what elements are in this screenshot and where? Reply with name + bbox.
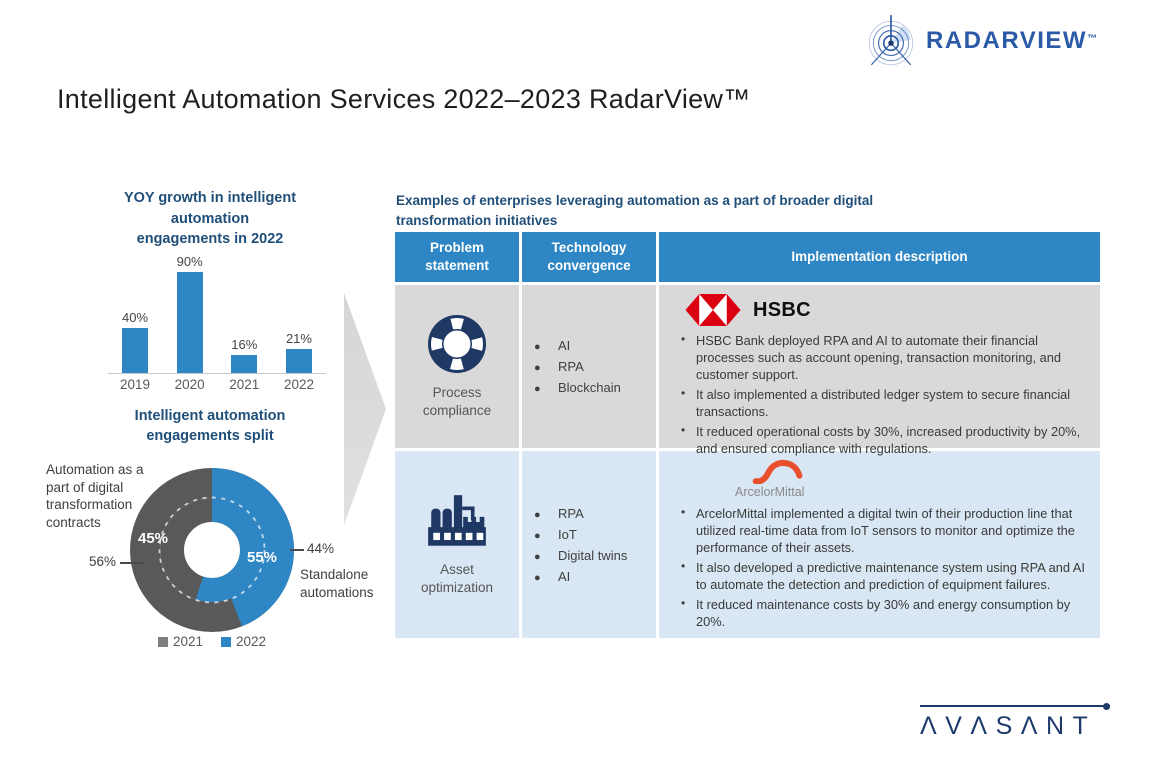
table-heading: Examples of enterprises leveraging autom… xyxy=(396,193,874,228)
bullet-text: It reduced maintenance costs by 30% and … xyxy=(679,596,1086,630)
bar-value-label: 90% xyxy=(176,254,203,270)
column-header-implementation: Implementation description xyxy=(659,232,1100,282)
radarview-tm: ™ xyxy=(1087,33,1098,45)
x-tick: 2019 xyxy=(119,377,151,392)
table-row-2-technology-cell: ● RPA ● IoT ● Digital twins ● AI xyxy=(522,451,656,638)
problem-label: Asset optimization xyxy=(420,562,494,595)
bar-value-label: 16% xyxy=(231,337,258,353)
donut-left-category-label: Automation as a part of digital transfor… xyxy=(46,462,144,530)
legend-item-2021: 2021 xyxy=(157,634,203,649)
hsbc-hexagon-icon xyxy=(685,294,741,326)
hsbc-logo: HSBC xyxy=(685,293,1086,327)
table-row-2-description-cell: ArcelorMittal ArcelorMittal implemented … xyxy=(659,451,1100,638)
leader-line-left xyxy=(120,562,143,564)
bullet-icon: ● xyxy=(534,529,541,542)
avasant-line xyxy=(920,703,1110,710)
radarview-wordmark: RADARVIEW™ xyxy=(926,27,1097,55)
table-row-2-problem-cell: Asset optimization xyxy=(395,451,519,638)
bar-chart: 40% 90% 16% 21% xyxy=(108,250,326,374)
legend-label: 2022 xyxy=(236,634,267,649)
donut-legend: 2021 2022 xyxy=(120,634,304,649)
bar xyxy=(122,328,148,373)
x-tick: 2020 xyxy=(174,377,205,392)
bar xyxy=(176,272,203,373)
donut-right-category-label: Standalone automations xyxy=(300,567,374,600)
avasant-dot-icon xyxy=(1103,703,1110,710)
x-tick: 2021 xyxy=(229,377,260,392)
implementation-bullets: HSBC Bank deployed RPA and AI to automat… xyxy=(679,332,1086,457)
tech-item: ● RPA xyxy=(532,506,656,521)
table-row-1-technology-cell: ● AI ● RPA ● Blockchain xyxy=(522,285,656,448)
tech-item: ● Blockchain xyxy=(532,380,656,395)
bar-2021: 16% xyxy=(217,337,271,373)
legend-item-2022: 2022 xyxy=(221,634,266,649)
donut-outer-left-value: 56% xyxy=(88,554,116,569)
donut-chart-title: Intelligent automation engagements split xyxy=(134,408,286,445)
tech-label: RPA xyxy=(558,505,584,521)
column-header-problem: Problem statement xyxy=(395,232,519,282)
avasant-wordmark: ΛVΛSΛNT xyxy=(920,712,1097,740)
bullet-text: HSBC Bank deployed RPA and AI to automat… xyxy=(679,332,1086,383)
bullet-icon: ● xyxy=(534,571,541,584)
tech-label: Digital twins xyxy=(558,547,628,563)
tech-item: ● Digital twins xyxy=(532,548,656,563)
arcelormittal-swoosh-icon xyxy=(752,459,803,484)
legend-swatch-2022 xyxy=(221,636,231,647)
page-title: Intelligent Automation Services 2022–202… xyxy=(57,84,751,114)
bar-chart-title: YOY growth in intelligent automation eng… xyxy=(123,190,297,248)
x-tick: 2022 xyxy=(283,377,314,392)
donut-inner-left-value: 45% xyxy=(138,530,169,547)
implementation-bullets: ArcelorMittal implemented a digital twin… xyxy=(679,505,1086,630)
problem-label: Process compliance xyxy=(422,385,492,418)
hsbc-company-name: HSBC xyxy=(753,298,811,321)
bar-chart-x-axis: 2019 2020 2021 2022 xyxy=(108,377,326,392)
examples-table: Problem statement Technology convergence… xyxy=(395,232,1100,638)
bar-2022: 21% xyxy=(272,331,326,373)
bar-2020: 90% xyxy=(163,254,217,373)
factory-icon xyxy=(428,495,486,547)
bullet-icon: ● xyxy=(534,550,541,563)
arcelormittal-logo: ArcelorMittal xyxy=(735,458,1086,499)
table-row-1-description-cell: HSBC HSBC Bank deployed RPA and AI to au… xyxy=(659,285,1100,456)
bullet-text: It also implemented a distributed ledger… xyxy=(679,386,1086,420)
bullet-icon: ● xyxy=(534,508,541,521)
tech-label: Blockchain xyxy=(558,380,621,395)
bullet-icon: ● xyxy=(534,341,541,353)
lifebuoy-icon xyxy=(428,315,486,374)
tech-label: AI xyxy=(558,338,571,353)
legend-label: 2021 xyxy=(172,634,203,649)
tech-label: RPA xyxy=(558,359,584,374)
tech-label: IoT xyxy=(558,526,577,542)
radarview-text: RADARVIEW xyxy=(926,27,1088,54)
radarview-logo: RADARVIEW™ xyxy=(862,12,1097,70)
donut-inner-right-value: 55% xyxy=(247,549,278,566)
legend-swatch-2021 xyxy=(157,636,168,647)
bullet-icon: ● xyxy=(534,362,541,374)
bullet-text: It reduced operational costs by 30%, inc… xyxy=(679,423,1086,457)
bar xyxy=(231,355,258,373)
bar xyxy=(285,349,312,373)
bar-value-label: 40% xyxy=(121,310,149,326)
bullet-text: ArcelorMittal implemented a digital twin… xyxy=(679,505,1086,556)
avasant-logo: ΛVΛSΛNT xyxy=(920,703,1118,741)
leader-line-right xyxy=(290,549,304,551)
tech-item: ● RPA xyxy=(532,359,656,374)
column-header-technology: Technology convergence xyxy=(522,232,656,282)
bar-value-label: 21% xyxy=(285,331,312,347)
donut-outer-right-value: 44% xyxy=(307,541,335,556)
table-row-1-problem-cell: Process compliance xyxy=(395,285,519,448)
tech-item: ● AI xyxy=(532,569,656,584)
radar-icon xyxy=(868,15,914,66)
right-arrow-shape xyxy=(344,293,386,525)
donut-chart xyxy=(124,462,300,638)
arcelormittal-company-name: ArcelorMittal xyxy=(735,485,805,499)
bullet-text: It also developed a predictive maintenan… xyxy=(679,559,1086,593)
bar-2019: 40% xyxy=(108,310,162,373)
tech-item: ● IoT xyxy=(532,527,656,542)
tech-label: AI xyxy=(558,568,571,584)
tech-item: ● AI xyxy=(532,338,656,353)
bullet-icon: ● xyxy=(534,383,541,395)
donut-svg xyxy=(130,468,294,632)
